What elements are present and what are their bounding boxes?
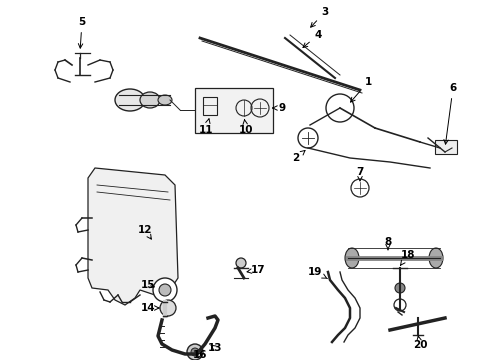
Circle shape [236, 258, 246, 268]
Ellipse shape [345, 248, 359, 268]
Circle shape [351, 179, 369, 197]
Text: 19: 19 [308, 267, 327, 279]
Text: 8: 8 [384, 237, 392, 250]
Circle shape [159, 284, 171, 296]
Text: 13: 13 [208, 343, 222, 353]
Text: 3: 3 [311, 7, 329, 27]
Circle shape [395, 283, 405, 293]
Ellipse shape [429, 248, 443, 268]
Circle shape [326, 94, 354, 122]
Circle shape [153, 278, 177, 302]
Text: 17: 17 [247, 265, 265, 275]
Circle shape [298, 128, 318, 148]
Bar [195, 88, 273, 133]
Bar [203, 97, 217, 115]
Ellipse shape [158, 95, 172, 105]
Bar [435, 140, 457, 154]
Text: 2: 2 [293, 150, 305, 163]
Text: 18: 18 [400, 250, 415, 265]
Circle shape [187, 344, 203, 360]
Text: 14: 14 [141, 303, 159, 313]
Ellipse shape [140, 92, 160, 108]
Text: 10: 10 [239, 120, 253, 135]
Text: 11: 11 [199, 119, 213, 135]
Text: 12: 12 [138, 225, 152, 239]
Circle shape [191, 348, 199, 356]
Text: 5: 5 [78, 17, 86, 48]
Circle shape [160, 300, 176, 316]
Text: 1: 1 [350, 77, 371, 102]
Text: 20: 20 [413, 336, 427, 350]
Text: 6: 6 [444, 83, 457, 144]
Text: 4: 4 [303, 30, 322, 48]
Text: 9: 9 [272, 103, 286, 113]
Text: 7: 7 [356, 167, 364, 181]
Polygon shape [88, 168, 178, 305]
Ellipse shape [115, 89, 145, 111]
Text: 16: 16 [193, 350, 207, 360]
Text: 15: 15 [141, 280, 155, 290]
